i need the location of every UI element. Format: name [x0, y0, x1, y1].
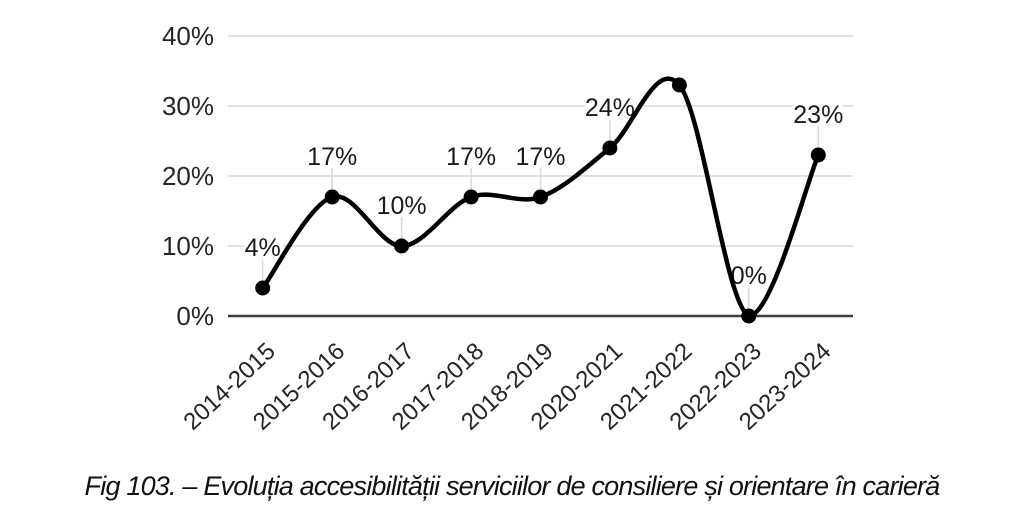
data-point-label: 10%: [377, 192, 427, 220]
y-axis-tick-label: 0%: [176, 301, 214, 331]
data-point-marker: [324, 189, 340, 205]
data-point-marker: [255, 280, 271, 296]
data-point-label: 17%: [307, 143, 357, 171]
data-point-marker: [671, 77, 687, 93]
data-point-marker: [533, 189, 548, 205]
data-point-marker: [463, 189, 479, 205]
y-axis-tick-label: 40%: [162, 21, 214, 51]
data-point-marker: [810, 147, 826, 163]
data-point-label: 0%: [731, 262, 767, 290]
data-point-label: 24%: [585, 94, 635, 122]
data-point-marker: [741, 308, 757, 324]
data-point-label: 17%: [446, 143, 496, 171]
y-axis-tick-label: 10%: [162, 231, 214, 261]
y-axis-tick-label: 20%: [162, 161, 214, 191]
data-point-marker: [602, 140, 618, 156]
data-point-label: 23%: [793, 101, 843, 129]
data-point-label: 17%: [515, 143, 565, 171]
data-point-marker: [394, 238, 410, 254]
y-axis-tick-label: 30%: [162, 91, 214, 121]
figure-caption: Fig 103. – Evoluția accesibilității serv…: [84, 471, 941, 501]
data-point-label: 4%: [245, 234, 281, 262]
